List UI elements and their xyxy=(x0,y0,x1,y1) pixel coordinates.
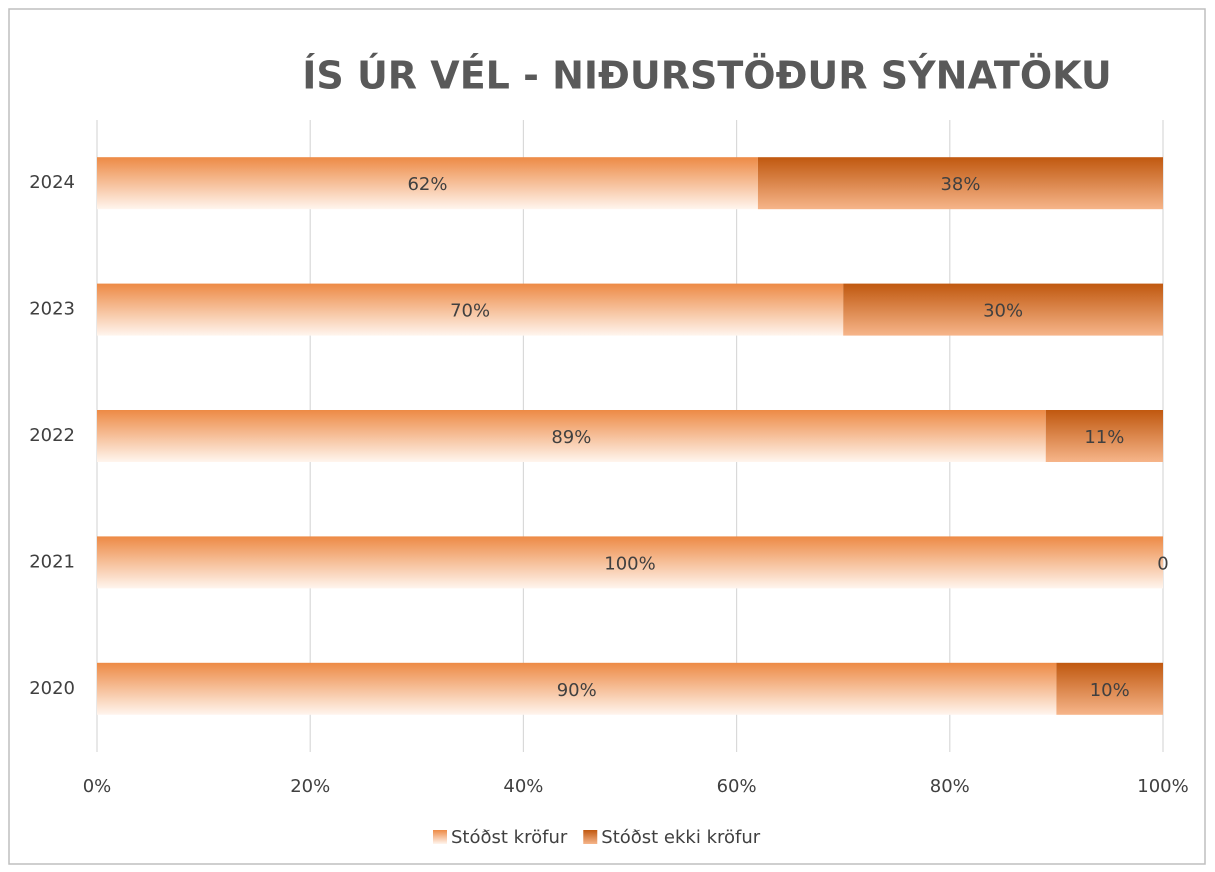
bar-segment xyxy=(757,157,1163,210)
data-label: 11% xyxy=(1084,427,1124,448)
x-tick-label: 0% xyxy=(83,776,112,797)
data-label: 89% xyxy=(551,427,591,448)
y-tick-label: 2021 xyxy=(29,551,75,572)
bar-segment xyxy=(97,536,1163,589)
data-label: 70% xyxy=(450,301,490,322)
data-label: 38% xyxy=(940,174,980,195)
bar-segment xyxy=(1045,410,1163,462)
bar-segment xyxy=(97,283,844,336)
bar-segment xyxy=(97,410,1046,462)
x-tick-label: 100% xyxy=(1137,776,1188,797)
y-tick-label: 2022 xyxy=(29,425,75,446)
chart-title: ÍS ÚR VÉL - NIÐURSTÖÐUR SÝNATÖKU xyxy=(302,54,1112,98)
bar-segment xyxy=(97,662,1057,715)
x-tick-label: 60% xyxy=(717,776,757,797)
data-label: 90% xyxy=(557,680,597,701)
legend-swatch xyxy=(433,830,447,844)
bar-segment xyxy=(97,157,758,210)
y-tick-label: 2023 xyxy=(29,299,75,320)
legend-label: Stóðst ekki kröfur xyxy=(601,827,760,848)
legend-label: Stóðst kröfur xyxy=(451,827,568,848)
data-label: 10% xyxy=(1090,680,1130,701)
data-label: 100% xyxy=(604,553,655,574)
bar-segment xyxy=(843,283,1163,336)
legend-swatch xyxy=(583,830,598,844)
x-tick-label: 20% xyxy=(290,776,330,797)
data-label: 30% xyxy=(983,301,1023,322)
y-tick-label: 2020 xyxy=(29,678,75,699)
bar-segment xyxy=(1056,662,1163,715)
y-tick-label: 2024 xyxy=(29,172,75,193)
data-label: 62% xyxy=(407,174,447,195)
x-tick-label: 80% xyxy=(930,776,970,797)
data-label: 0 xyxy=(1157,553,1168,574)
x-tick-label: 40% xyxy=(503,776,543,797)
